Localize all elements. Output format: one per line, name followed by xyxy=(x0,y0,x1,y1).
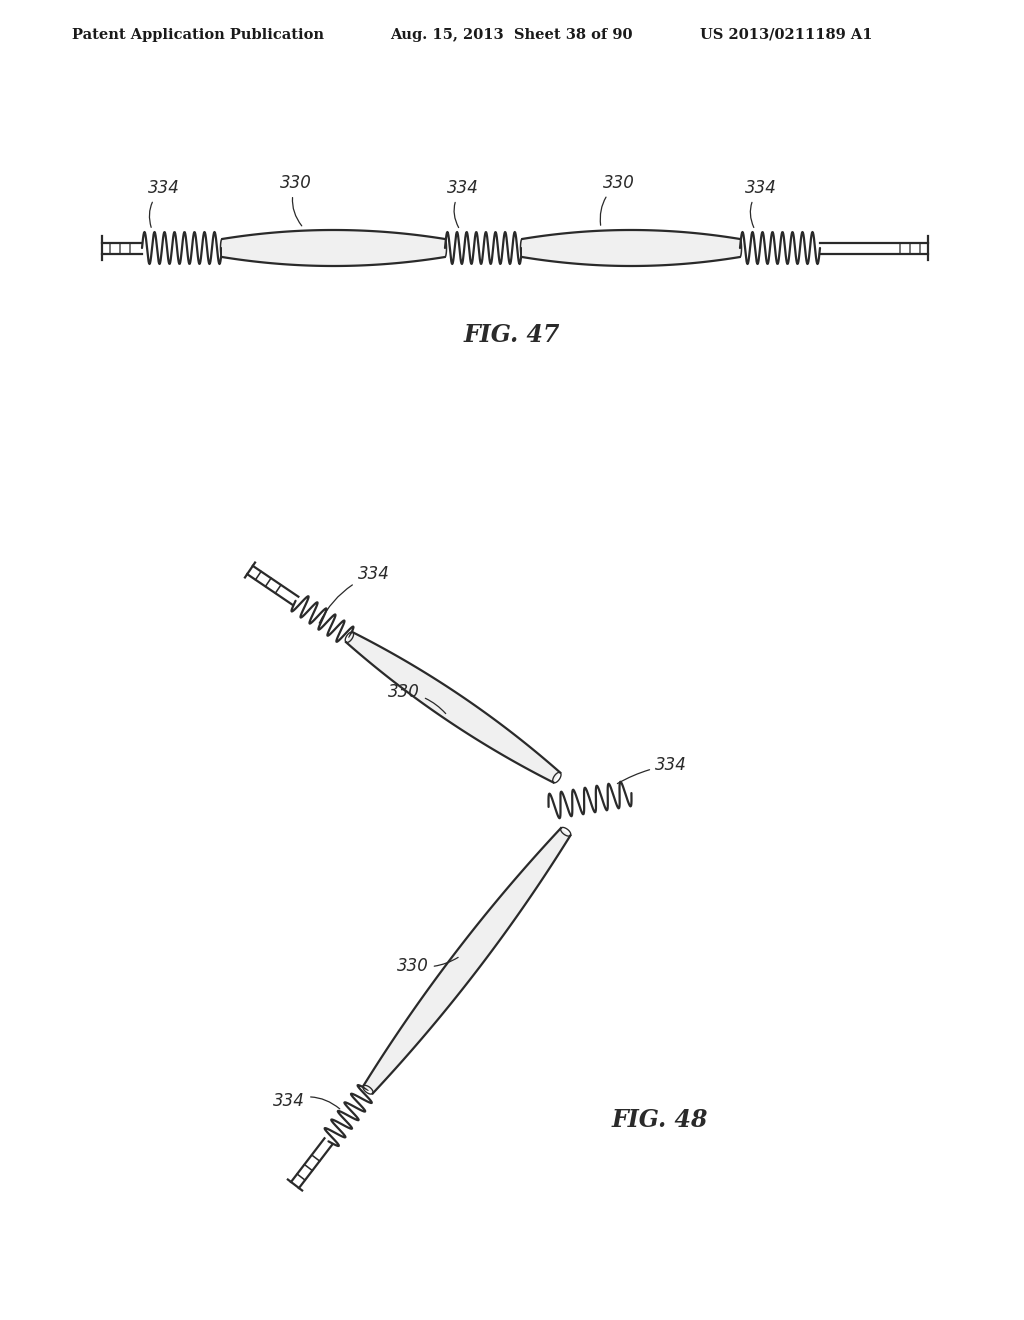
Polygon shape xyxy=(222,230,445,267)
Text: 330: 330 xyxy=(280,174,312,226)
Text: 334: 334 xyxy=(148,180,180,227)
Text: 334: 334 xyxy=(745,180,777,227)
Text: FIG. 47: FIG. 47 xyxy=(464,323,560,347)
Text: 334: 334 xyxy=(447,180,479,227)
Text: FIG. 48: FIG. 48 xyxy=(611,1107,709,1133)
Text: US 2013/0211189 A1: US 2013/0211189 A1 xyxy=(700,28,872,42)
Text: Patent Application Publication: Patent Application Publication xyxy=(72,28,324,42)
Text: 334: 334 xyxy=(319,565,389,623)
Text: 334: 334 xyxy=(273,1092,340,1110)
Polygon shape xyxy=(364,828,570,1093)
Text: 330: 330 xyxy=(388,684,445,714)
Text: 334: 334 xyxy=(617,756,687,784)
Text: Aug. 15, 2013  Sheet 38 of 90: Aug. 15, 2013 Sheet 38 of 90 xyxy=(390,28,633,42)
Polygon shape xyxy=(522,230,740,267)
Text: 330: 330 xyxy=(600,174,635,226)
Polygon shape xyxy=(346,632,560,783)
Text: 330: 330 xyxy=(397,957,458,974)
